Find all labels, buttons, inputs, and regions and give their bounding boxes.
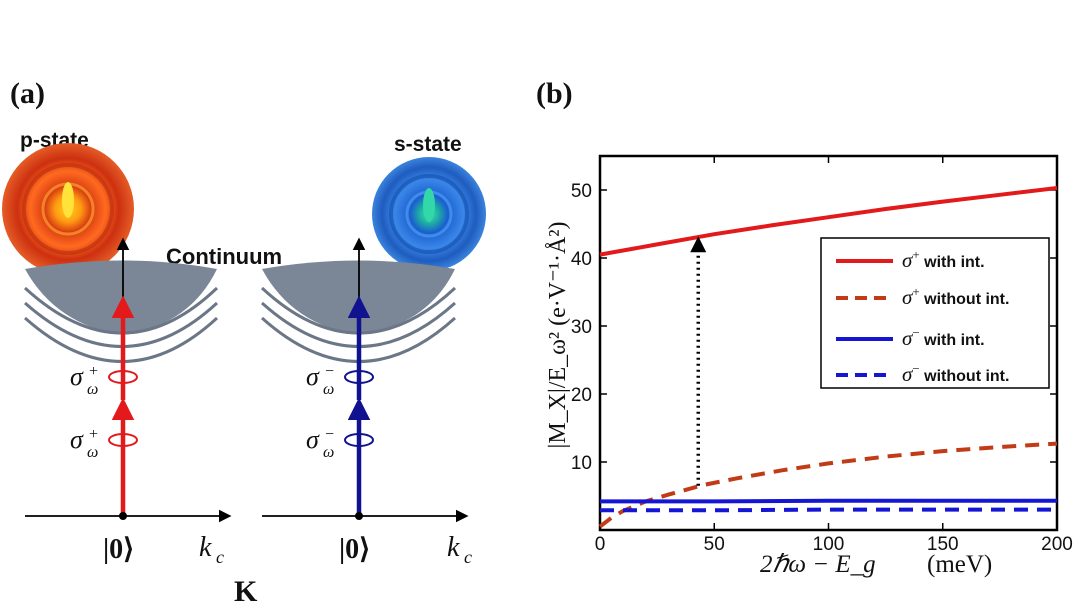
svg-text:−: − — [324, 363, 335, 380]
valley-k-label: K — [234, 575, 258, 608]
x-tick-label: 150 — [927, 534, 959, 555]
svg-text:ω: ω — [87, 381, 98, 398]
y-tick-label: 20 — [571, 385, 592, 406]
s-state-orbital-icon — [372, 157, 486, 271]
s-state-label: s-state — [394, 133, 462, 156]
left-ground-dot — [119, 512, 127, 520]
right-photon-transitions — [344, 295, 374, 516]
x-tick-label: 0 — [595, 534, 606, 555]
left-photon-transitions — [108, 295, 138, 516]
sigma-plus-label-upper: σ + ω — [70, 362, 99, 398]
x-axis-label: 2ℏω − E_g (meV) — [760, 551, 992, 578]
svg-text:c: c — [216, 547, 224, 567]
series-line-1 — [599, 186, 1058, 257]
svg-text:σ: σ — [70, 425, 84, 454]
y-axis-label: |M_X|/E_ω² (e·V⁻¹·Å²) — [545, 222, 571, 449]
x-tick-label: 100 — [813, 534, 845, 555]
y-tick-label: 50 — [571, 181, 592, 202]
svg-text:σ: σ — [70, 362, 84, 391]
right-kc-label: k c — [447, 532, 472, 567]
svg-text:k: k — [447, 532, 460, 563]
svg-text:k: k — [199, 532, 212, 563]
sigma-plus-label-lower: σ + ω — [70, 425, 99, 461]
panel-a-label: (a) — [10, 77, 45, 110]
svg-text:c: c — [464, 547, 472, 567]
y-tick-label: 30 — [571, 317, 592, 338]
y-tick-label: 40 — [571, 249, 592, 270]
svg-text:(meV): (meV) — [927, 551, 992, 578]
legend-entry-4: σ− without int. — [902, 361, 1009, 386]
svg-text:−: − — [324, 426, 335, 443]
x-tick-label: 50 — [704, 534, 725, 555]
panel-b-label: (b) — [536, 77, 573, 110]
series-line-3 — [600, 498, 1057, 504]
legend-entry-2: σ+ without int. — [902, 284, 1009, 309]
legend-entry-1: σ+ with int. — [902, 247, 985, 272]
left-kc-label: k c — [199, 532, 224, 567]
y-tick-label: 10 — [571, 453, 592, 474]
sigma-minus-label-upper: σ − ω — [306, 362, 335, 398]
svg-text:ω: ω — [87, 444, 98, 461]
sigma-minus-label-lower: σ − ω — [306, 425, 335, 461]
svg-text:ω: ω — [323, 381, 334, 398]
interaction-enhancement-arrowhead — [690, 236, 707, 253]
svg-text:σ: σ — [306, 425, 320, 454]
svg-text:ω: ω — [323, 444, 334, 461]
svg-text:σ: σ — [306, 362, 320, 391]
plot-area: 0 50 100 150 200 10 20 30 40 50 — [571, 154, 1073, 555]
p-state-orbital-icon — [2, 143, 134, 275]
legend-entry-3: σ− with int. — [902, 325, 985, 350]
left-ground-ket: |0⟩ — [103, 534, 134, 565]
x-tick-label: 200 — [1041, 534, 1073, 555]
series-line-2 — [598, 441, 1058, 529]
right-ground-ket: |0⟩ — [339, 534, 370, 565]
right-ground-dot — [355, 512, 363, 520]
svg-text:+: + — [88, 426, 99, 443]
svg-text:+: + — [88, 363, 99, 380]
series-line-4 — [600, 507, 1057, 513]
legend: σ+ with int. σ+ without int. σ− with int. σ… — [820, 237, 1050, 389]
svg-text:2ℏω − E_g: 2ℏω − E_g — [760, 551, 876, 578]
